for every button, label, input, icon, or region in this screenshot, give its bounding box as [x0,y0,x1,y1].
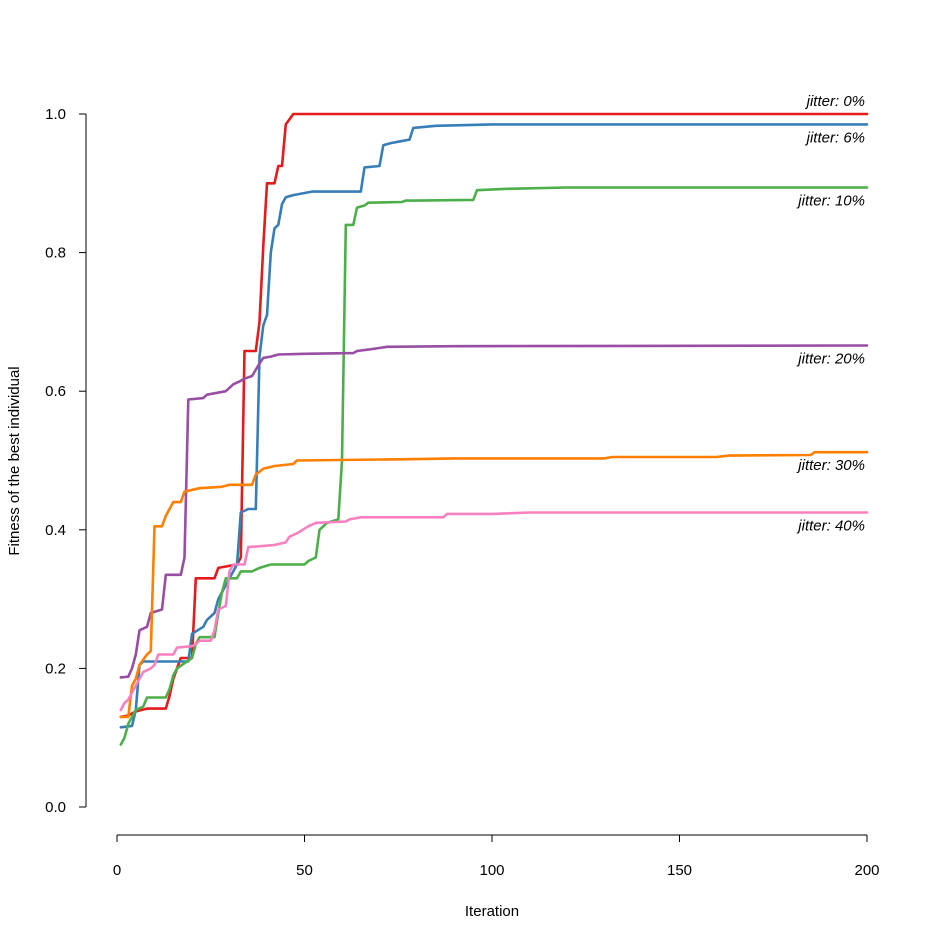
x-tick-label: 0 [113,862,121,879]
series-line-3 [119,344,869,679]
series-line-4 [119,450,869,719]
y-tick-label: 1.0 [45,106,66,123]
x-tick-label: 100 [479,862,504,879]
axes: 0 50 100 150 200 0.0 0.2 0.4 0.6 0.8 1.0 [45,106,879,879]
y-tick-label: 0.0 [45,799,66,816]
y-tick-label: 0.8 [45,245,66,262]
series-line-1 [119,123,869,729]
y-tick-label: 0.2 [45,660,66,677]
series-line-5 [119,511,869,712]
x-axis-title: Iteration [465,903,519,920]
y-tick-label: 0.6 [45,383,66,400]
series-label-3: jitter: 20% [796,350,865,367]
series-label-0: jitter: 0% [805,93,865,110]
series-line-2 [119,186,869,746]
series-label-5: jitter: 40% [796,517,865,534]
series-layer [119,112,869,746]
series-label-2: jitter: 10% [796,192,865,209]
series-label-1: jitter: 6% [805,129,865,146]
series-line-0 [119,112,869,719]
series-label-4: jitter: 30% [796,457,865,474]
x-tick-label: 150 [667,862,692,879]
x-tick-label: 50 [296,862,313,879]
y-tick-label: 0.4 [45,522,66,539]
y-axis-title: Fitness of the best individual [6,366,23,555]
series-labels: jitter: 0% jitter: 6% jitter: 10% jitter: 2… [796,93,865,534]
x-tick-label: 200 [854,862,879,879]
